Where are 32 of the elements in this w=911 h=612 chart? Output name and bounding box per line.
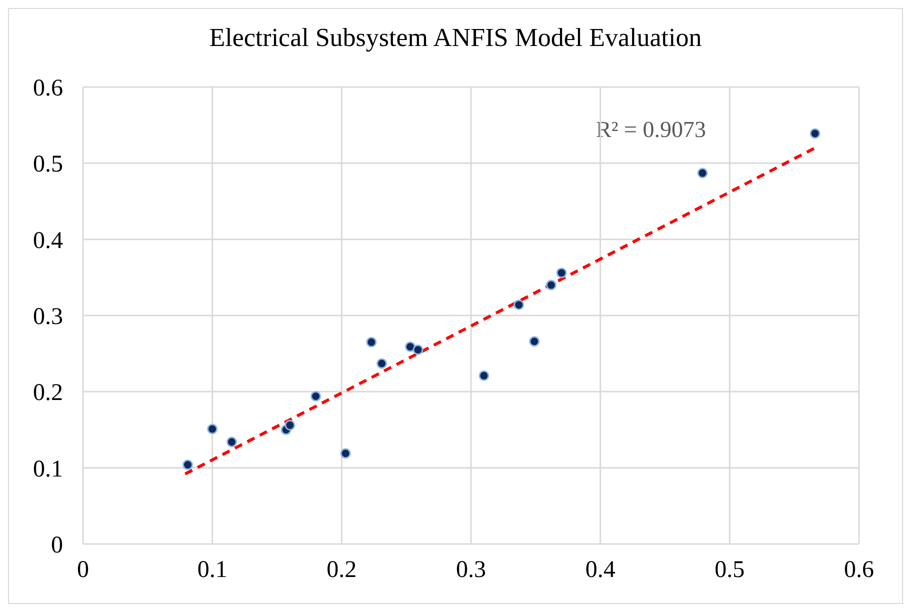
point (697, 168, 708, 178)
x-tick-label: 0.1 (197, 557, 228, 584)
point (546, 280, 556, 290)
point (478, 370, 490, 381)
point (412, 344, 424, 356)
point (404, 341, 416, 352)
point (207, 424, 218, 434)
x-tick-label: 0.6 (844, 557, 874, 584)
y-tick-label: 0.1 (33, 456, 63, 482)
chart-title: Electrical Subsystem ANFIS Model Evaluation (208, 23, 703, 53)
point (556, 268, 567, 278)
y-tick-label: 0.3 (33, 304, 63, 330)
point (529, 336, 540, 347)
x-tick-label: 0.3 (456, 557, 486, 584)
point (226, 436, 237, 448)
point (310, 390, 322, 402)
point (514, 300, 524, 310)
y-tick-label: 0.6 (33, 76, 63, 102)
x-tick-label: 0 (77, 557, 89, 584)
y-tick-label: 0.2 (33, 380, 63, 406)
point (340, 448, 351, 459)
point (182, 460, 194, 470)
x-tick-label: 0.2 (326, 557, 357, 584)
y-tick-label: 0.5 (33, 152, 63, 178)
point (284, 420, 296, 430)
point (376, 358, 388, 369)
point (810, 128, 820, 139)
x-tick-label: 0.4 (585, 557, 616, 584)
x-tick-label: 0.5 (714, 557, 745, 584)
point (366, 336, 377, 348)
y-tick-label: 0.4 (33, 228, 63, 254)
y-tick-label: 0 (51, 532, 63, 559)
